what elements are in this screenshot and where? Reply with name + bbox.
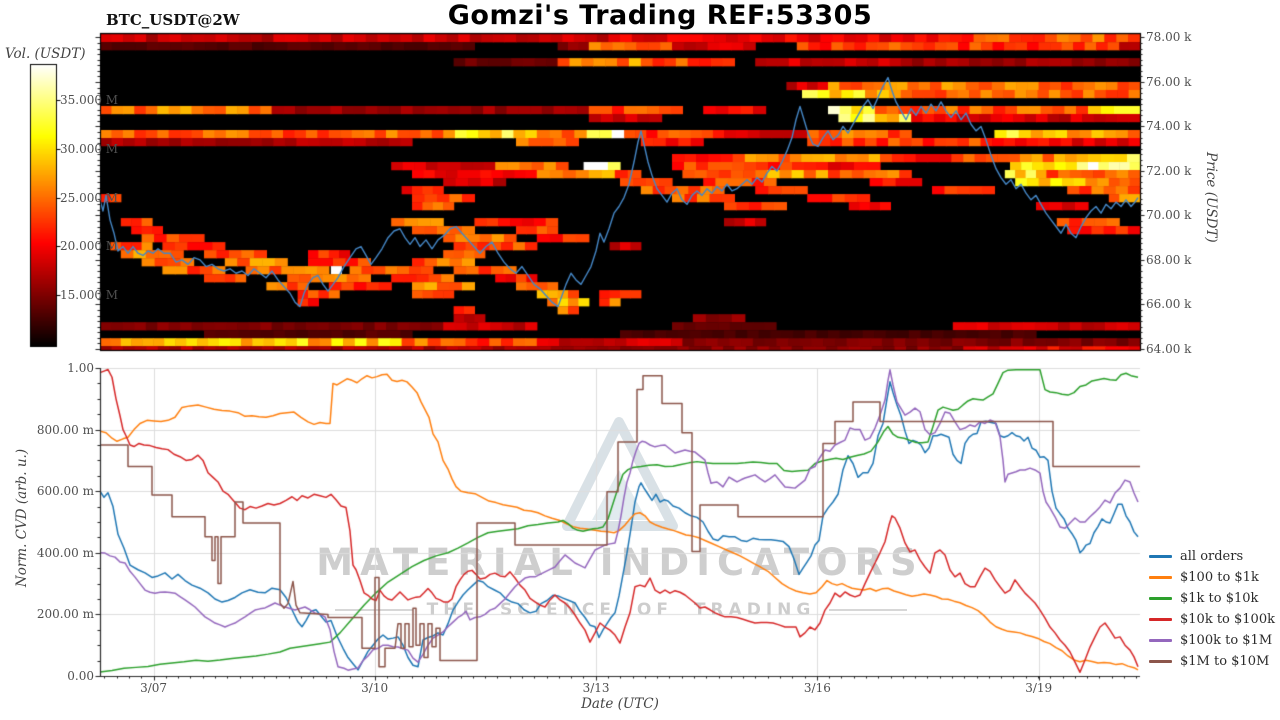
chart-canvas — [0, 0, 1280, 720]
trading-chart-screenshot: MATERIAL INDICATORS THE SCIENCE OF TRADI… — [0, 0, 1280, 720]
